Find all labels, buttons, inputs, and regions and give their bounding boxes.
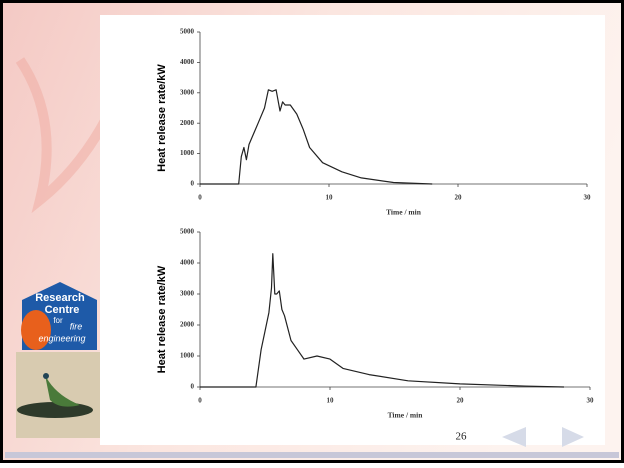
y-tick-label: 0 [191,180,195,188]
x-tick-label: 0 [198,397,202,405]
logo-text: Centre [45,304,80,316]
x-tick-label: 30 [584,194,592,202]
y-tick-label: 3000 [180,88,195,96]
y-tick-label: 5000 [180,28,195,36]
logo-text: Research [35,292,85,304]
image-rock [17,402,93,418]
y-tick-label: 1000 [180,149,195,157]
y-tick-label: 2000 [180,119,195,127]
x-axis-label: Time / min [388,411,424,420]
y-tick-label: 4000 [180,259,195,267]
y-tick-label: 0 [191,383,195,391]
x-tick-label: 20 [457,397,465,405]
y-tick-label: 1000 [180,352,195,360]
y-tick-label: 4000 [180,58,195,66]
bottom-bar [5,452,619,458]
x-axis-label: Time / min [386,208,422,217]
content-area [100,15,605,445]
x-tick-label: 0 [198,194,202,202]
x-tick-label: 10 [327,397,335,405]
page-number: 26 [456,431,468,443]
y-tick-label: 2000 [180,321,195,329]
image-bird-head [43,373,49,379]
x-tick-label: 30 [587,397,595,405]
y-tick-label: 5000 [180,228,195,236]
logo-text: fire [70,321,83,331]
x-tick-label: 10 [326,194,334,202]
y-tick-label: 3000 [180,290,195,298]
page: {"chart_data": [ {"type": "line", "y_lab… [0,0,624,463]
x-tick-label: 20 [455,194,463,202]
logo-text: for [53,316,63,325]
slide: Research Centre for fire engineering 26 … [0,0,624,463]
logo-flame [21,310,51,350]
logo-text: engineering [38,333,85,343]
y-axis-label: Heat release rate/kW [156,64,168,172]
y-axis-label: Heat release rate/kW [156,265,168,373]
peacock-image [16,352,100,438]
